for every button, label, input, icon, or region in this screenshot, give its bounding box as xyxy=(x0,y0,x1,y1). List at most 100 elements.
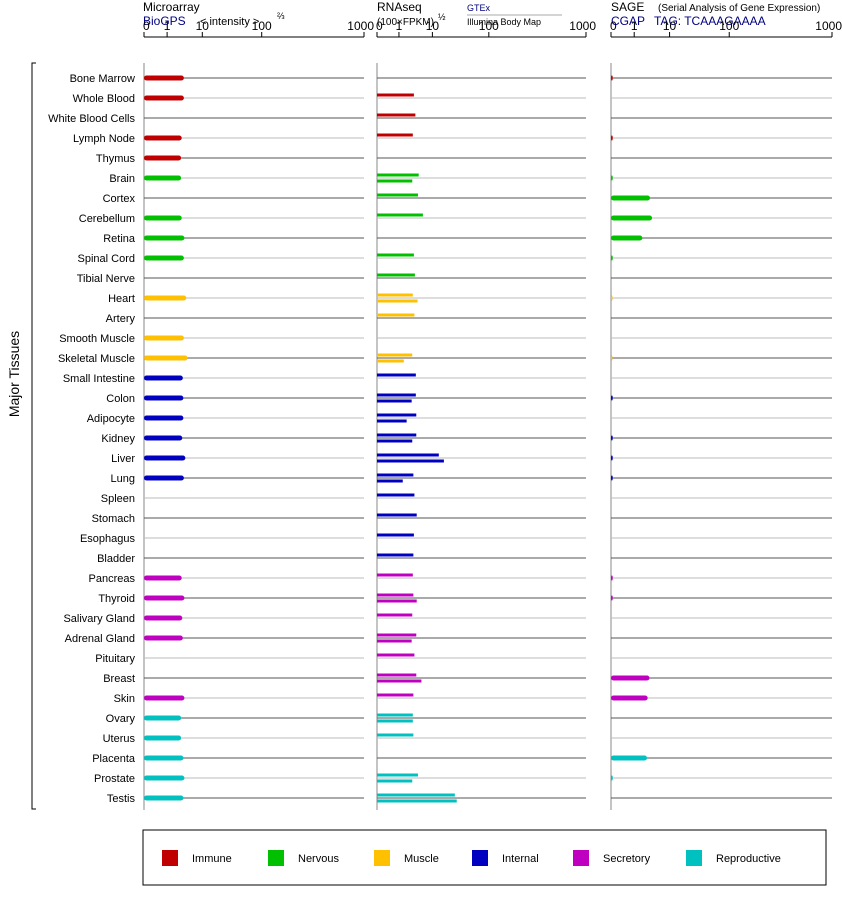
microarray-bar xyxy=(144,95,184,101)
sage-tick-label: 10 xyxy=(663,19,677,33)
microarray-bar xyxy=(144,455,186,461)
tissue-label: Adrenal Gland xyxy=(65,633,135,645)
rnaseq-scale-note: (100×FPKM) xyxy=(377,17,434,28)
rnaseq-ibm-bar xyxy=(377,459,444,463)
tissue-label: White Blood Cells xyxy=(48,113,135,125)
rnaseq-ibm-bar xyxy=(377,419,407,423)
tissue-label: Testis xyxy=(107,793,136,805)
microarray-bar xyxy=(144,615,183,621)
tissue-label: Pituitary xyxy=(95,653,135,665)
legend-label: Muscle xyxy=(404,853,439,865)
rnaseq-gtex-bar xyxy=(377,773,418,777)
sage-bar xyxy=(611,355,613,361)
microarray-bar xyxy=(144,575,182,581)
sage-bar xyxy=(611,295,613,301)
microarray-tick-label: 1000 xyxy=(347,19,374,33)
microarray-bar xyxy=(144,335,184,341)
microarray-tick-label: 100 xyxy=(252,19,272,33)
legend-item-internal: Internal xyxy=(472,850,539,866)
legend-swatch xyxy=(472,850,488,866)
rnaseq-gtex-bar xyxy=(377,473,414,477)
tissue-bracket xyxy=(31,62,36,810)
legend-label: Immune xyxy=(192,853,232,865)
microarray-bar xyxy=(144,415,184,421)
microarray-bar xyxy=(144,235,185,241)
microarray-source-link[interactable]: BioGPS xyxy=(143,14,186,28)
sage-bar xyxy=(611,455,613,461)
rnaseq-gtex-bar xyxy=(377,633,417,637)
tissue-label: Thymus xyxy=(96,153,136,165)
tissue-label: Spinal Cord xyxy=(78,253,135,265)
rnaseq-header: RNAseq (100×FPKM) ½ GTEx Illumina Body M… xyxy=(377,0,562,28)
legend-item-secretory: Secretory xyxy=(573,850,651,866)
bars-layer xyxy=(144,75,653,803)
rnaseq-gtex-bar xyxy=(377,173,419,177)
tissue-label: Cortex xyxy=(103,193,136,205)
microarray-title: Microarray xyxy=(143,0,200,14)
rnaseq-gtex-bar xyxy=(377,533,414,537)
sage-tick-label: 0 xyxy=(610,19,617,33)
tissue-label: Spleen xyxy=(101,493,135,505)
legend-label: Secretory xyxy=(603,853,651,865)
microarray-bar xyxy=(144,175,182,181)
sage-bar xyxy=(611,435,613,441)
rnaseq-gtex-bar xyxy=(377,253,414,257)
tissue-label: Tibial Nerve xyxy=(77,273,135,285)
rnaseq-ibm-bar xyxy=(377,359,404,363)
rnaseq-gtex-bar xyxy=(377,393,416,397)
rows-layer: Bone Marrow Whole Blood White Blood Cells L… xyxy=(48,73,832,805)
rnaseq-gtex-bar xyxy=(377,733,414,737)
rnaseq-gtex-bar xyxy=(377,373,416,377)
microarray-header: Microarray BioGPS < intensity > ⅔ xyxy=(143,0,285,28)
sage-bar xyxy=(611,195,651,201)
tissue-label: Liver xyxy=(111,453,135,465)
tissue-label: Stomach xyxy=(92,513,135,525)
rnaseq-ibm-bar xyxy=(377,639,412,643)
tissue-label: Bladder xyxy=(97,553,135,565)
rnaseq-ibm-bar xyxy=(377,439,413,443)
rnaseq-gtex-bar xyxy=(377,713,413,717)
rnaseq-gtex-bar xyxy=(377,513,417,517)
microarray-bar xyxy=(144,595,185,601)
microarray-bar xyxy=(144,755,184,761)
sage-bar xyxy=(611,575,613,581)
gtex-source-link[interactable]: GTEx xyxy=(467,3,491,13)
cgap-source-link[interactable]: CGAP xyxy=(611,14,645,28)
rnaseq-gtex-bar xyxy=(377,673,417,677)
sage-bar xyxy=(611,755,647,761)
sage-bar xyxy=(611,775,613,781)
tissue-label: Heart xyxy=(108,293,135,305)
legend-swatch xyxy=(573,850,589,866)
rnaseq-ibm-bar xyxy=(377,799,457,803)
microarray-tick-label: 1 xyxy=(164,19,171,33)
sage-bar xyxy=(611,75,613,81)
sage-bar xyxy=(611,175,613,181)
rnaseq-ibm-bar xyxy=(377,679,422,683)
sage-tick-label: 1000 xyxy=(815,19,842,33)
microarray-bar xyxy=(144,395,184,401)
rnaseq-axis: 0 1 10 100 1000 xyxy=(376,19,596,810)
rnaseq-gtex-bar xyxy=(377,313,415,317)
rnaseq-tick-label: 1 xyxy=(396,19,403,33)
microarray-bar xyxy=(144,255,184,261)
legend-label: Reproductive xyxy=(716,853,781,865)
sage-bar xyxy=(611,215,653,221)
rnaseq-gtex-bar xyxy=(377,213,423,217)
rnaseq-tick-label: 0 xyxy=(376,19,383,33)
rnaseq-title: RNAseq xyxy=(377,0,422,14)
rnaseq-ibm-bar xyxy=(377,599,417,603)
tissue-label: Kidney xyxy=(101,433,135,445)
microarray-scale-exponent: ⅔ xyxy=(277,11,285,21)
microarray-bar xyxy=(144,695,185,701)
rnaseq-gtex-bar xyxy=(377,653,415,657)
rnaseq-ibm-bar xyxy=(377,779,413,783)
rnaseq-gtex-bar xyxy=(377,433,417,437)
rnaseq-gtex-bar xyxy=(377,193,418,197)
tissue-label: Esophagus xyxy=(80,533,136,545)
rnaseq-ibm-bar xyxy=(377,399,412,403)
legend-item-muscle: Muscle xyxy=(374,850,439,866)
rnaseq-scale-exponent: ½ xyxy=(438,12,446,22)
microarray-bar xyxy=(144,375,183,381)
rnaseq-gtex-bar xyxy=(377,573,413,577)
